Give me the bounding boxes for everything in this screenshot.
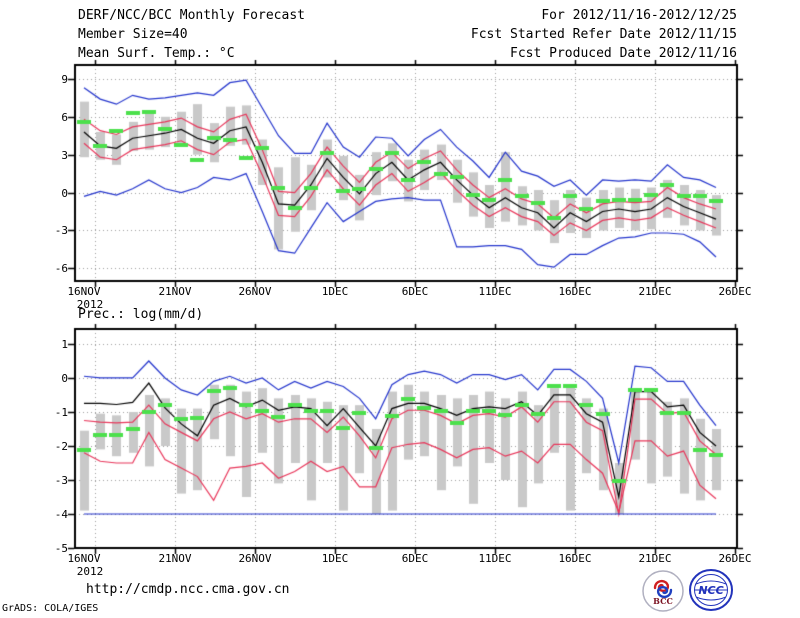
x-tick-label: 26DEC (718, 285, 752, 298)
y-tick-label: -3 (54, 473, 68, 487)
x-tick-label: 21DEC (638, 552, 672, 565)
bcc-logo-text: BCC (653, 596, 673, 606)
y-tick-label: -1 (54, 405, 68, 419)
x-tick-label: 26NOV (238, 285, 272, 298)
x-tick-label: 1DEC (321, 285, 349, 298)
temp-chart-title: Mean Surf. Temp.: °C (78, 46, 235, 61)
y-tick-label: -3 (54, 224, 68, 238)
produced-date-label: Fcst Produced Date 2012/11/16 (510, 46, 737, 61)
grads-credit: GrADS: COLA/IGES (2, 603, 99, 614)
x-tick-label: 21NOV (158, 552, 192, 565)
source-url: http://cmdp.ncc.cma.gov.cn (86, 582, 290, 597)
prec-chart-title: Prec.: log(mm/d) (78, 307, 204, 322)
y-tick-label: 1 (61, 337, 68, 351)
x-tick-label: 16DEC (558, 552, 592, 565)
y-tick-label: -6 (54, 262, 68, 276)
x-tick-label: 6DEC (401, 552, 429, 565)
y-tick-label: 9 (61, 72, 68, 86)
page-title: DERF/NCC/BCC Monthly Forecast (78, 8, 305, 23)
x-year-label: 2012 (76, 298, 104, 311)
x-tick-label: 26DEC (718, 552, 752, 565)
forecast-range-label: For 2012/11/16-2012/12/25 (541, 8, 737, 23)
refer-date-label: Fcst Started Refer Date 2012/11/15 (470, 27, 737, 42)
x-tick-label: 26NOV (238, 552, 272, 565)
x-tick-label: 11DEC (478, 552, 512, 565)
x-tick-label: 16DEC (558, 285, 592, 298)
y-tick-label: 6 (61, 110, 68, 124)
bcc-logo: BCC (642, 570, 684, 616)
x-tick-label: 6DEC (401, 285, 429, 298)
ncc-logo-text: NCC (698, 584, 723, 597)
y-tick-label: 0 (61, 371, 68, 385)
x-tick-label: 16NOV (67, 285, 101, 298)
x-year-label: 2012 (76, 565, 104, 578)
x-tick-label: 11DEC (478, 285, 512, 298)
member-size-label: Member Size=40 (78, 27, 188, 42)
y-tick-label: -4 (54, 507, 68, 521)
x-tick-label: 21NOV (158, 285, 192, 298)
y-tick-label: -2 (54, 439, 68, 453)
x-tick-label: 1DEC (321, 552, 349, 565)
x-tick-label: 16NOV (67, 552, 101, 565)
y-tick-label: -5 (54, 542, 68, 555)
x-tick-label: 21DEC (638, 285, 672, 298)
y-tick-label: 3 (61, 148, 68, 162)
y-tick-label: 0 (61, 186, 68, 200)
ncc-logo: NCC (688, 568, 734, 616)
